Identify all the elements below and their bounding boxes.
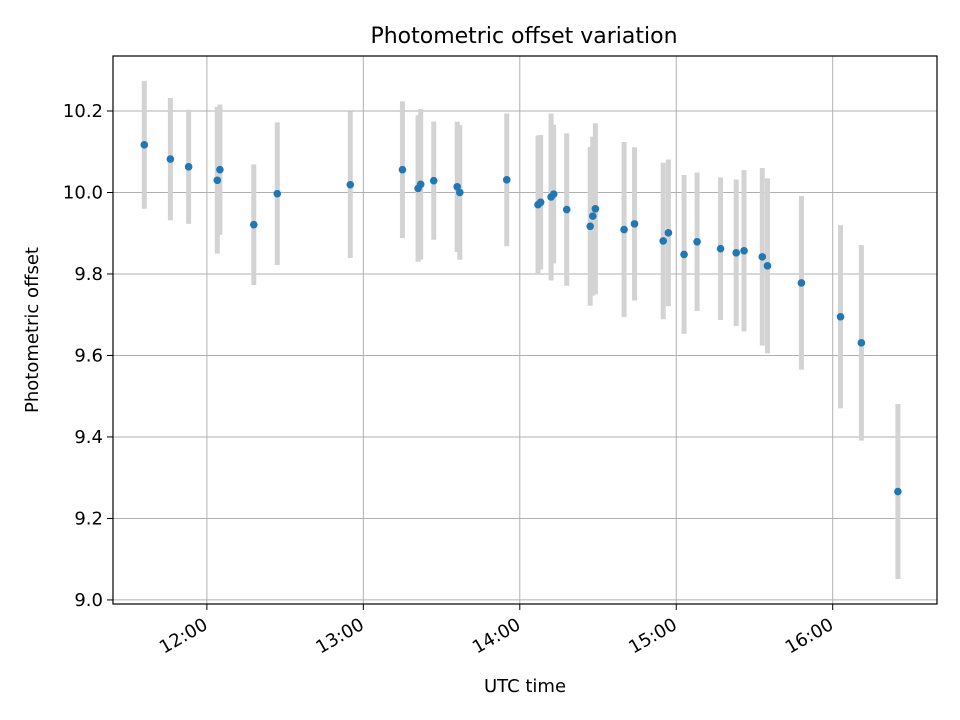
data-point bbox=[620, 225, 628, 234]
data-point bbox=[184, 163, 193, 171]
y-tick-label: 10.0 bbox=[63, 182, 103, 203]
x-axis-label: UTC time bbox=[484, 676, 566, 697]
data-point bbox=[502, 176, 511, 184]
data-point bbox=[346, 180, 355, 189]
data-points bbox=[140, 141, 902, 496]
data-point bbox=[250, 220, 258, 229]
y-tick-label: 9.4 bbox=[74, 427, 103, 448]
data-point bbox=[591, 204, 600, 213]
data-point bbox=[740, 246, 748, 255]
data-point bbox=[693, 237, 701, 246]
data-point bbox=[836, 312, 845, 321]
y-tick-label: 9.2 bbox=[74, 508, 103, 529]
data-point bbox=[758, 253, 767, 261]
data-point bbox=[797, 279, 806, 287]
data-point bbox=[213, 176, 222, 185]
data-point bbox=[857, 339, 866, 347]
data-point bbox=[166, 155, 175, 163]
data-point bbox=[453, 182, 462, 191]
y-tick-label: 9.6 bbox=[74, 345, 103, 366]
plot-frame bbox=[112, 55, 938, 605]
y-tick-label: 9.0 bbox=[74, 590, 103, 611]
data-point bbox=[680, 250, 688, 259]
data-point bbox=[562, 205, 571, 214]
data-point bbox=[763, 262, 772, 270]
data-point bbox=[536, 198, 545, 207]
data-point bbox=[732, 248, 741, 257]
data-point bbox=[894, 487, 902, 496]
data-point bbox=[664, 229, 673, 237]
chart-title: Photometric offset variation bbox=[370, 24, 677, 49]
data-point bbox=[716, 244, 725, 253]
y-tick-label: 9.8 bbox=[74, 264, 103, 285]
data-point bbox=[630, 220, 639, 228]
y-axis-label: Photometric offset bbox=[22, 247, 43, 413]
data-point bbox=[416, 180, 425, 189]
y-tick-label: 10.2 bbox=[63, 101, 103, 122]
data-point bbox=[140, 141, 149, 149]
data-point bbox=[273, 189, 282, 198]
data-point bbox=[216, 165, 224, 174]
data-point bbox=[588, 212, 597, 220]
data-point bbox=[659, 237, 668, 245]
data-point bbox=[429, 176, 438, 185]
data-point bbox=[586, 222, 594, 231]
data-point bbox=[549, 190, 558, 198]
data-point bbox=[456, 188, 464, 197]
data-point bbox=[398, 165, 407, 174]
